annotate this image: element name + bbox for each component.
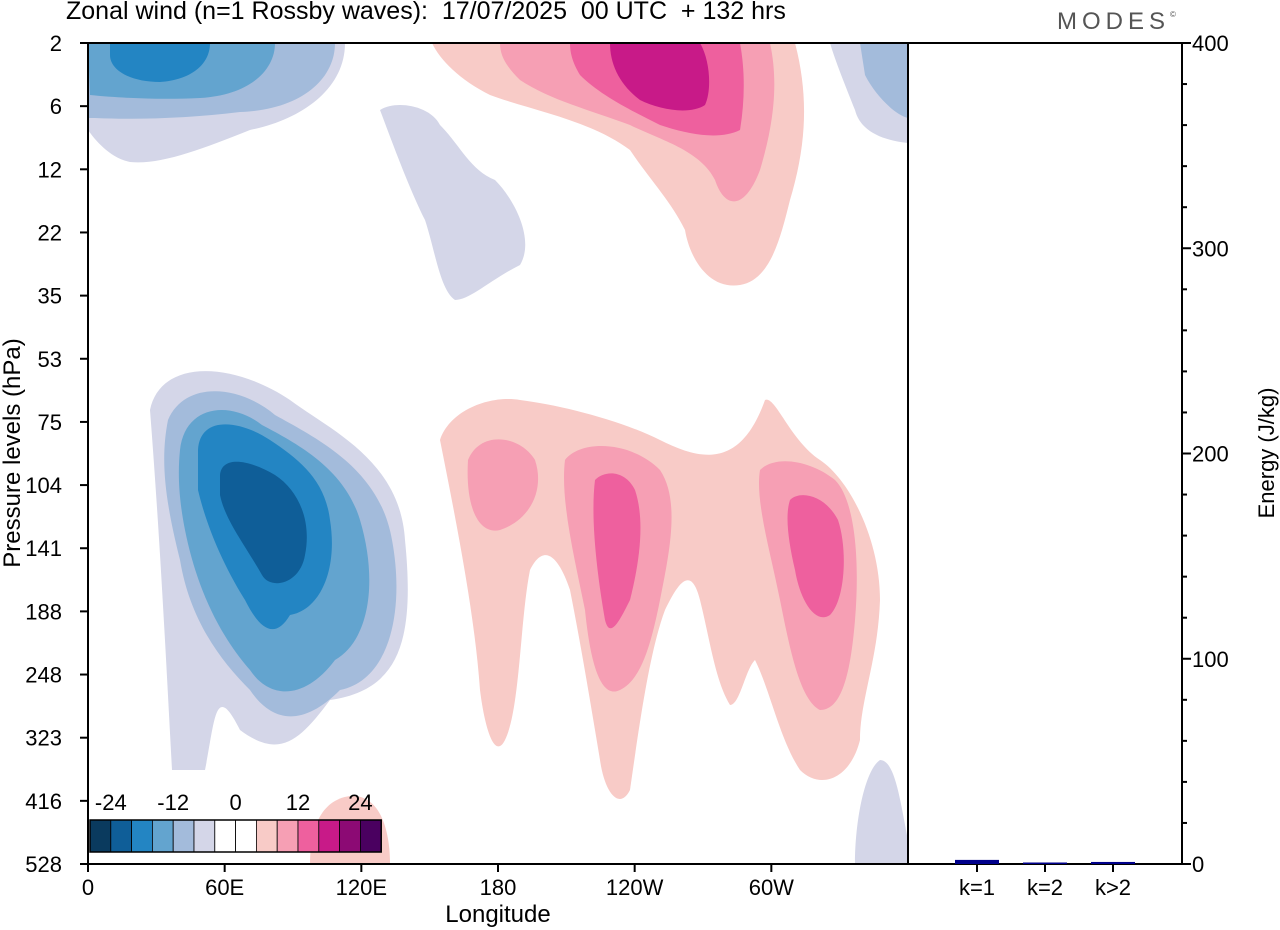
energy-plot-frame	[907, 42, 1183, 865]
energy-axis-label: Energy (J/kg)	[1254, 388, 1279, 519]
contour-region-20	[593, 473, 641, 629]
energy-category-label: k=2	[1027, 875, 1063, 900]
energy-bar-k=1	[955, 859, 999, 864]
legend-swatch	[131, 819, 153, 853]
legend-swatch	[297, 819, 320, 853]
y-axis-label: Pressure levels (hPa)	[0, 338, 26, 567]
legend-swatch	[214, 819, 237, 853]
energy-bars: k=1 k=2 k>2	[955, 859, 1135, 900]
y-tick-label: 141	[25, 536, 62, 561]
x-tick-label: 120E	[336, 875, 387, 900]
x-tick-label: 0	[82, 875, 94, 900]
x-axis-label: Longitude	[445, 901, 550, 928]
y-tick-label: 2	[50, 31, 62, 56]
color-scale-legend: -24 -12 0 12 24	[89, 790, 382, 853]
legend-swatch	[318, 819, 340, 853]
legend-swatch	[110, 819, 133, 853]
legend-swatch	[172, 819, 195, 853]
y-tick-label: 248	[25, 663, 62, 688]
energy-tick-label: 0	[1192, 852, 1204, 877]
brand-logo: MODES©	[1057, 8, 1176, 35]
contour-region-16	[467, 439, 539, 531]
energy-tick-label: 300	[1192, 236, 1229, 261]
legend-swatch	[339, 819, 361, 853]
legend-swatch	[193, 819, 216, 853]
legend-label: 12	[286, 790, 310, 815]
legend-swatch	[276, 819, 299, 853]
y-tick-label: 22	[38, 220, 62, 245]
y-tick-label: 53	[38, 347, 62, 372]
legend-label: 0	[229, 790, 241, 815]
energy-tick-label: 100	[1192, 647, 1229, 672]
legend-swatch	[359, 819, 382, 853]
x-tick-label: 60E	[205, 875, 244, 900]
y-tick-label: 104	[25, 473, 62, 498]
energy-category-label: k=1	[959, 875, 995, 900]
y-tick-label: 528	[25, 852, 62, 877]
energy-tick-label: 400	[1192, 31, 1229, 56]
contour-region-23	[610, 43, 710, 111]
legend-label: 24	[348, 790, 372, 815]
y-tick-label: 12	[38, 157, 62, 182]
energy-bar-k>2	[1091, 861, 1135, 864]
contour-region-21	[787, 495, 844, 618]
energy-category-label: k>2	[1095, 875, 1131, 900]
x-tick-label: 120W	[606, 875, 664, 900]
y-tick-label: 35	[38, 284, 62, 309]
contour-region-8	[855, 760, 908, 864]
x-tick-label: 60W	[749, 875, 794, 900]
y-tick-label: 416	[25, 789, 62, 814]
contour-region-6	[380, 105, 526, 300]
legend-swatch	[151, 819, 174, 853]
contour-region-10	[860, 43, 908, 118]
y-tick-label: 75	[38, 410, 62, 435]
legend-swatch	[235, 819, 257, 853]
energy-tick-label: 200	[1192, 442, 1229, 467]
legend-label: -24	[95, 790, 127, 815]
y-tick-label: 188	[25, 599, 62, 624]
legend-swatch	[255, 819, 278, 853]
legend-swatch	[89, 819, 112, 853]
energy-bar-k=2	[1023, 862, 1067, 864]
y-tick-label: 6	[50, 94, 62, 119]
contour-region-4	[220, 461, 307, 584]
x-tick-label: 180	[480, 875, 517, 900]
contour-region-12	[110, 43, 210, 82]
legend-label: -12	[157, 790, 189, 815]
y-tick-label: 323	[25, 726, 62, 751]
chart-title: Zonal wind (n=1 Rossby waves): 17/07/202…	[66, 0, 786, 25]
contour-field	[88, 43, 908, 864]
